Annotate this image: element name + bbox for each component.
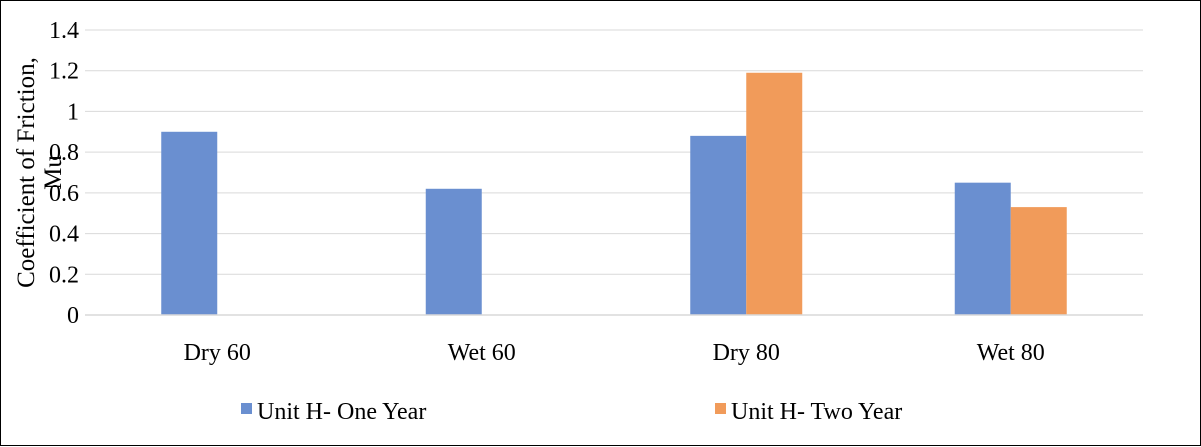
legend-label: Unit H- Two Year (731, 399, 902, 425)
bar (1010, 207, 1067, 315)
x-category-label: Dry 60 (184, 340, 251, 366)
y-tick-label: 1.2 (49, 59, 79, 85)
y-tick-label: 1 (67, 99, 79, 125)
y-tick-label: 0.8 (49, 140, 79, 166)
y-tick-labels: 0 0.2 0.4 0.6 0.8 1 1.2 1.4 (49, 18, 79, 329)
bar (425, 188, 482, 315)
bar (161, 131, 218, 315)
y-axis-title-text: Coefficient of Friction, Mu (13, 57, 67, 288)
y-tick-label: 1.4 (49, 18, 79, 44)
legend-swatch (241, 403, 252, 414)
y-axis-title-line: Coefficient of Friction, (13, 57, 40, 288)
bar (746, 72, 803, 315)
gridlines (85, 29, 1143, 275)
bar (690, 135, 747, 315)
x-category-label: Dry 80 (713, 340, 780, 366)
x-category-labels: Dry 60 Wet 60 Dry 80 Wet 80 (184, 340, 1045, 366)
legend-label: Unit H- One Year (257, 399, 426, 425)
x-category-label: Wet 60 (448, 340, 516, 366)
y-tick-label: 0.2 (49, 262, 79, 288)
y-axis-title: Coefficient of Friction, Mu (13, 57, 67, 288)
x-category-label: Wet 80 (977, 340, 1045, 366)
legend-swatch (715, 403, 726, 414)
bars (161, 72, 1067, 315)
y-tick-label: 0 (67, 303, 79, 329)
y-tick-label: 0.4 (49, 222, 79, 248)
y-tick-label: 0.6 (49, 181, 79, 207)
legend: Unit H- One Year Unit H- Two Year (241, 399, 902, 425)
y-axis-title-line: Mu (40, 155, 67, 190)
bar (954, 182, 1011, 315)
